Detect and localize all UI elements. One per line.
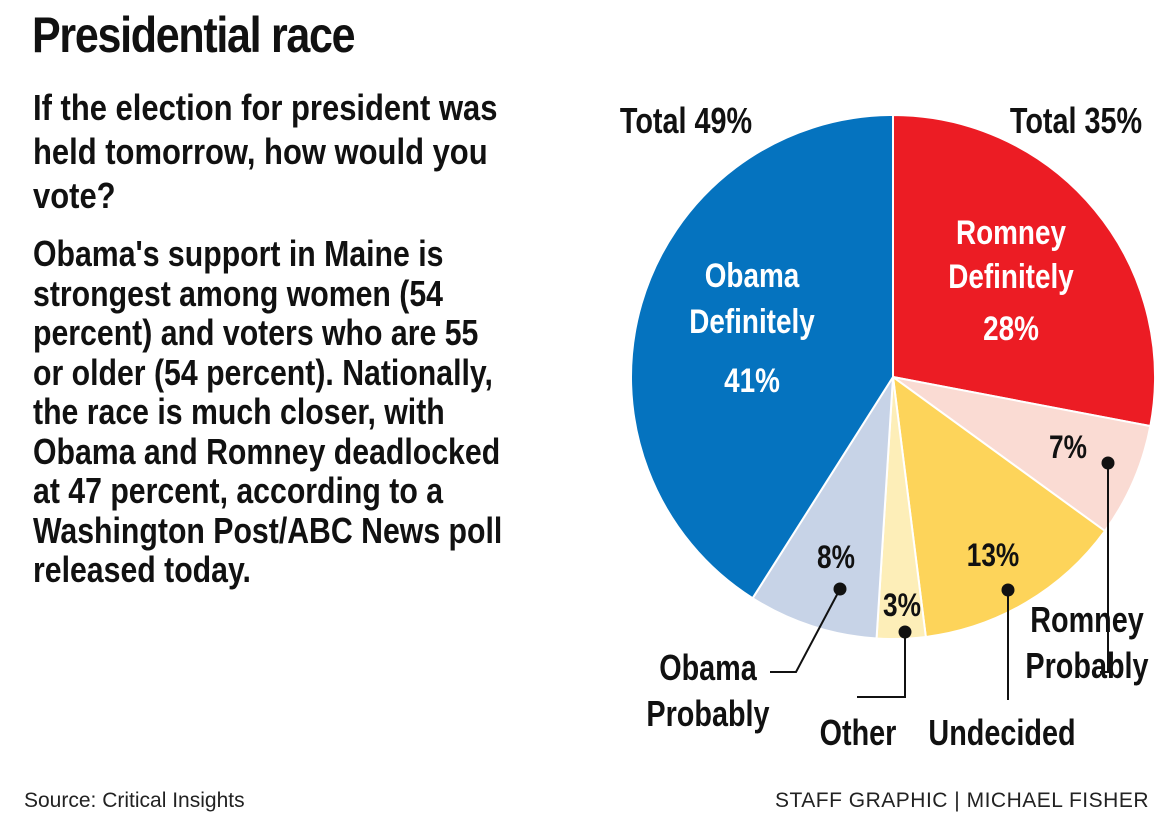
slice-label-obama-probably: Obama Probably xyxy=(646,647,769,734)
slice-value-other: 3% xyxy=(883,589,921,624)
leader-line-obama-probably xyxy=(770,588,841,673)
pie-slice-romney-probably xyxy=(892,376,1152,533)
leader-line-romney-probably xyxy=(1100,463,1109,673)
slice-value-undecided: 13% xyxy=(967,539,1020,574)
slice-label-other: Other xyxy=(820,712,897,753)
leader-dot-other xyxy=(898,625,912,639)
leader-line-other xyxy=(857,632,906,698)
source-note: Source: Critical Insights xyxy=(24,789,245,812)
slice-value-romney-probably: 7% xyxy=(1049,431,1087,466)
slice-label-obama-definitely: Obama Definitely xyxy=(689,256,815,340)
total-label-right: Total 35% xyxy=(1010,100,1142,141)
slice-value-obama-definitely: 41% xyxy=(724,361,780,399)
pie-slice-obama-definitely xyxy=(630,113,894,600)
pie-slice-undecided xyxy=(891,374,1107,639)
body-text: Obama's support in Maine is strongest am… xyxy=(33,233,503,590)
slice-label-romney-definitely: Romney Definitely xyxy=(948,213,1074,295)
slice-value-obama-probably: 8% xyxy=(817,541,855,576)
leader-dot-romney-probably xyxy=(1101,456,1115,470)
chart-title: Presidential race xyxy=(32,7,356,63)
slice-label-romney-probably: Romney Probably xyxy=(1025,599,1148,686)
leader-dot-undecided xyxy=(1001,583,1015,597)
question-text: If the election for president was held t… xyxy=(33,87,498,216)
pie-slice-obama-probably xyxy=(751,376,894,640)
pie-slice-romney-definitely xyxy=(892,113,1156,428)
leader-dot-obama-probably xyxy=(833,582,847,596)
slice-value-romney-definitely: 28% xyxy=(983,309,1039,347)
slice-label-undecided: Undecided xyxy=(928,712,1075,753)
staff-credit: STAFF GRAPHIC | MICHAEL FISHER xyxy=(775,789,1149,812)
total-label-left: Total 49% xyxy=(620,100,752,141)
